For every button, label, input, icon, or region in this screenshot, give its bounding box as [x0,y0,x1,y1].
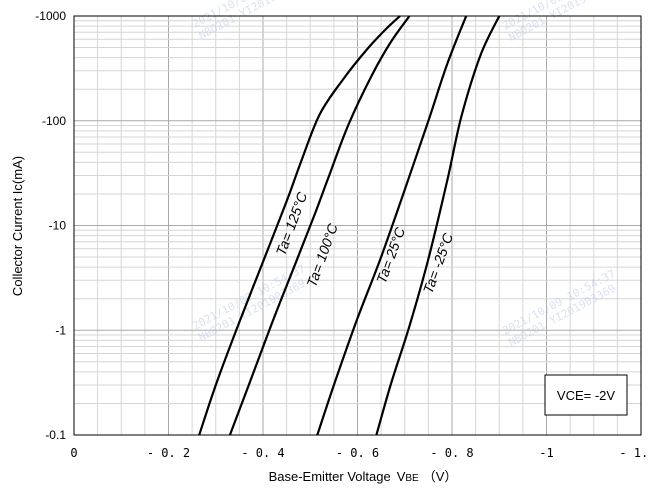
condition-box: VCE= -2V [544,374,628,416]
y-tick-labels: -0.1 -1 -10 -100 -1000 [35,9,66,442]
condition-box-frame [544,374,628,416]
x-tick-label: - 0. 4 [241,446,284,460]
x-tick-label: - 0. 2 [147,446,190,460]
y-tick-label: -0.1 [45,428,66,442]
x-tick-label: 0 [70,446,77,460]
x-tick-label: - 1. 2 [619,446,656,460]
series-line-3 [316,15,468,436]
x-axis-unit: （V） [423,469,458,484]
x-axis-symbol-sub: BE [405,473,419,484]
curves [198,15,501,436]
y-tick-label: -1000 [35,9,66,23]
x-axis-label: Base-Emitter Voltage VBE （V） [269,469,458,484]
x-tick-label: - 0. 8 [430,446,473,460]
y-tick-label: -1 [55,323,66,337]
x-tick-label: - 0. 6 [336,446,379,460]
y-tick-label: -100 [42,114,66,128]
x-tick-label: -1 [539,446,553,460]
x-tick-labels: 0 - 0. 2 - 0. 4 - 0. 6 - 0. 8 -1 - 1. 2 [70,446,656,460]
plot-frame [73,15,642,436]
y-axis-label: Collector Current Ic(mA) [10,156,25,296]
condition-text: VCE= -2V [557,388,615,403]
series-line-4 [375,15,501,436]
series-line-2 [228,15,411,436]
y-tick-label: -10 [49,219,67,233]
series-line-1 [198,15,401,436]
x-axis-symbol: V [397,469,406,484]
x-axis-label-text: Base-Emitter Voltage [269,469,391,484]
